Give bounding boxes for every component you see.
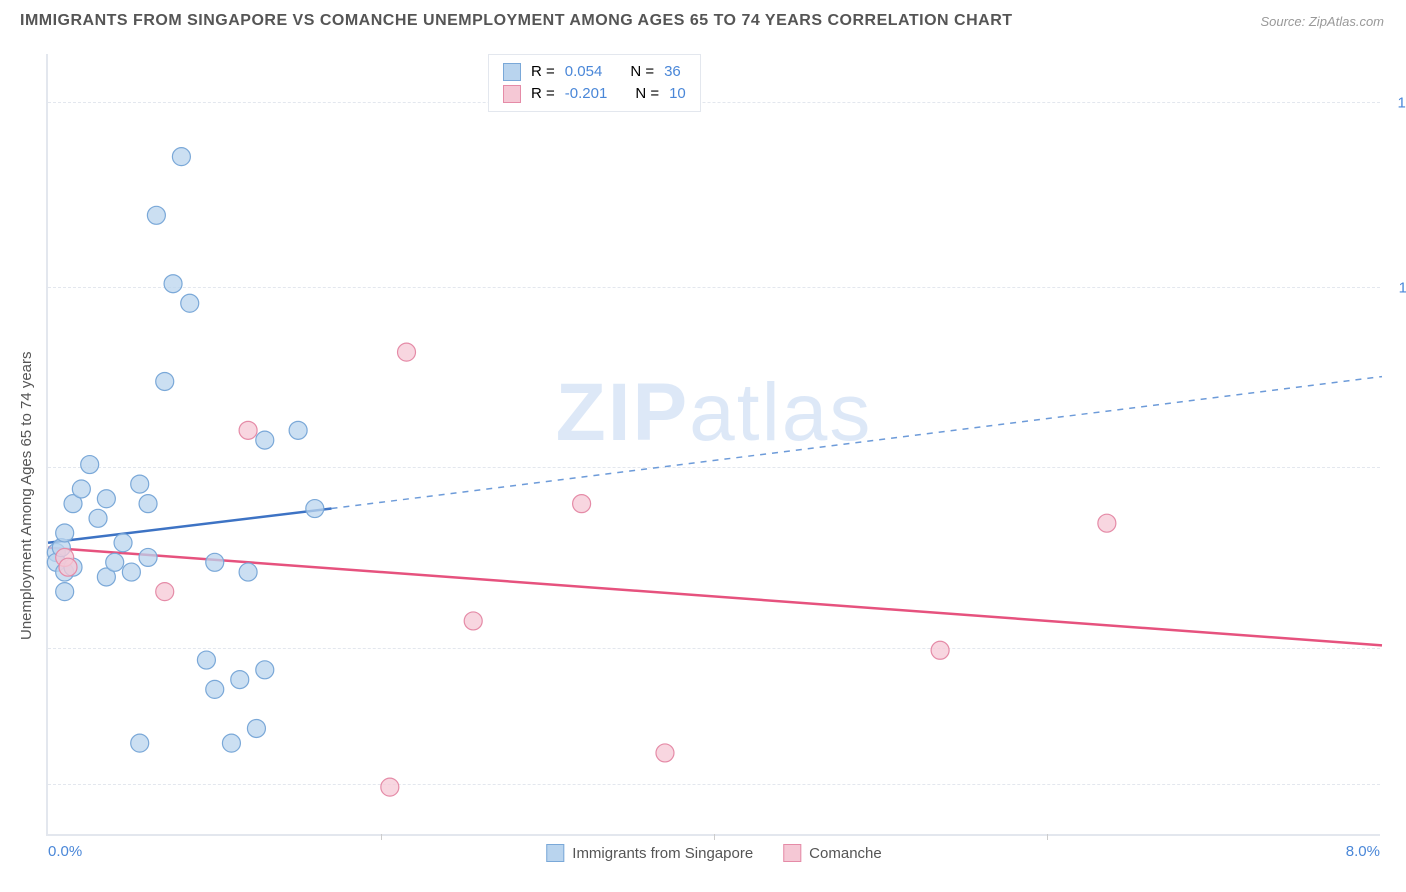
series-legend: Immigrants from Singapore Comanche: [546, 844, 881, 862]
data-point: [56, 583, 74, 601]
swatch-singapore: [503, 63, 521, 81]
n-value-comanche: 10: [669, 83, 686, 105]
swatch-comanche-bottom: [783, 844, 801, 862]
data-point: [156, 583, 174, 601]
plot-svg: [48, 54, 1380, 834]
data-point: [131, 734, 149, 752]
data-point: [89, 509, 107, 527]
n-label: N =: [630, 61, 654, 83]
regression-line: [48, 548, 1382, 646]
y-tick-label: 15.0%: [1385, 94, 1406, 111]
data-point: [1098, 514, 1116, 532]
data-point: [256, 431, 274, 449]
y-axis-label: Unemployment Among Ages 65 to 74 years: [18, 351, 35, 640]
legend-row-singapore: R = 0.054 N = 36: [503, 61, 686, 83]
r-value-comanche: -0.201: [565, 83, 608, 105]
x-tick: [1047, 834, 1048, 840]
r-label: R =: [531, 83, 555, 105]
data-point: [206, 553, 224, 571]
data-point: [172, 148, 190, 166]
data-point: [81, 456, 99, 474]
data-point: [131, 475, 149, 493]
data-point: [122, 563, 140, 581]
data-point: [931, 641, 949, 659]
data-point: [114, 534, 132, 552]
data-point: [72, 480, 90, 498]
data-point: [181, 294, 199, 312]
data-point: [289, 421, 307, 439]
data-point: [139, 548, 157, 566]
data-point: [59, 558, 77, 576]
data-point: [573, 495, 591, 513]
data-point: [222, 734, 240, 752]
y-tick-label: 7.5%: [1385, 460, 1406, 477]
data-point: [656, 744, 674, 762]
data-point: [247, 719, 265, 737]
data-point: [56, 524, 74, 542]
data-point: [231, 671, 249, 689]
chart-title: IMMIGRANTS FROM SINGAPORE VS COMANCHE UN…: [20, 12, 1013, 30]
data-point: [147, 206, 165, 224]
data-point: [381, 778, 399, 796]
data-point: [464, 612, 482, 630]
data-point: [97, 490, 115, 508]
y-tick-label: 11.2%: [1385, 280, 1406, 297]
swatch-singapore-bottom: [546, 844, 564, 862]
swatch-comanche: [503, 85, 521, 103]
n-value-singapore: 36: [664, 61, 681, 83]
data-point: [239, 563, 257, 581]
regression-line-dashed: [331, 377, 1382, 509]
correlation-legend: R = 0.054 N = 36 R = -0.201 N = 10: [488, 54, 701, 112]
legend-item-comanche: Comanche: [783, 844, 882, 862]
legend-label-singapore: Immigrants from Singapore: [572, 845, 753, 862]
r-label: R =: [531, 61, 555, 83]
data-point: [239, 421, 257, 439]
source-attribution: Source: ZipAtlas.com: [1260, 14, 1384, 29]
n-label: N =: [635, 83, 659, 105]
x-tick: [381, 834, 382, 840]
r-value-singapore: 0.054: [565, 61, 603, 83]
data-point: [156, 372, 174, 390]
data-point: [197, 651, 215, 669]
plot-area: ZIPatlas 3.8%7.5%11.2%15.0% R = 0.054 N …: [46, 54, 1380, 836]
legend-row-comanche: R = -0.201 N = 10: [503, 83, 686, 105]
legend-item-singapore: Immigrants from Singapore: [546, 844, 753, 862]
y-tick-label: 3.8%: [1385, 640, 1406, 657]
x-tick-label: 0.0%: [48, 843, 82, 860]
x-tick: [714, 834, 715, 840]
x-tick-label: 8.0%: [1346, 843, 1380, 860]
data-point: [106, 553, 124, 571]
data-point: [164, 275, 182, 293]
data-point: [206, 680, 224, 698]
data-point: [398, 343, 416, 361]
legend-label-comanche: Comanche: [809, 845, 882, 862]
data-point: [256, 661, 274, 679]
data-point: [306, 500, 324, 518]
data-point: [139, 495, 157, 513]
